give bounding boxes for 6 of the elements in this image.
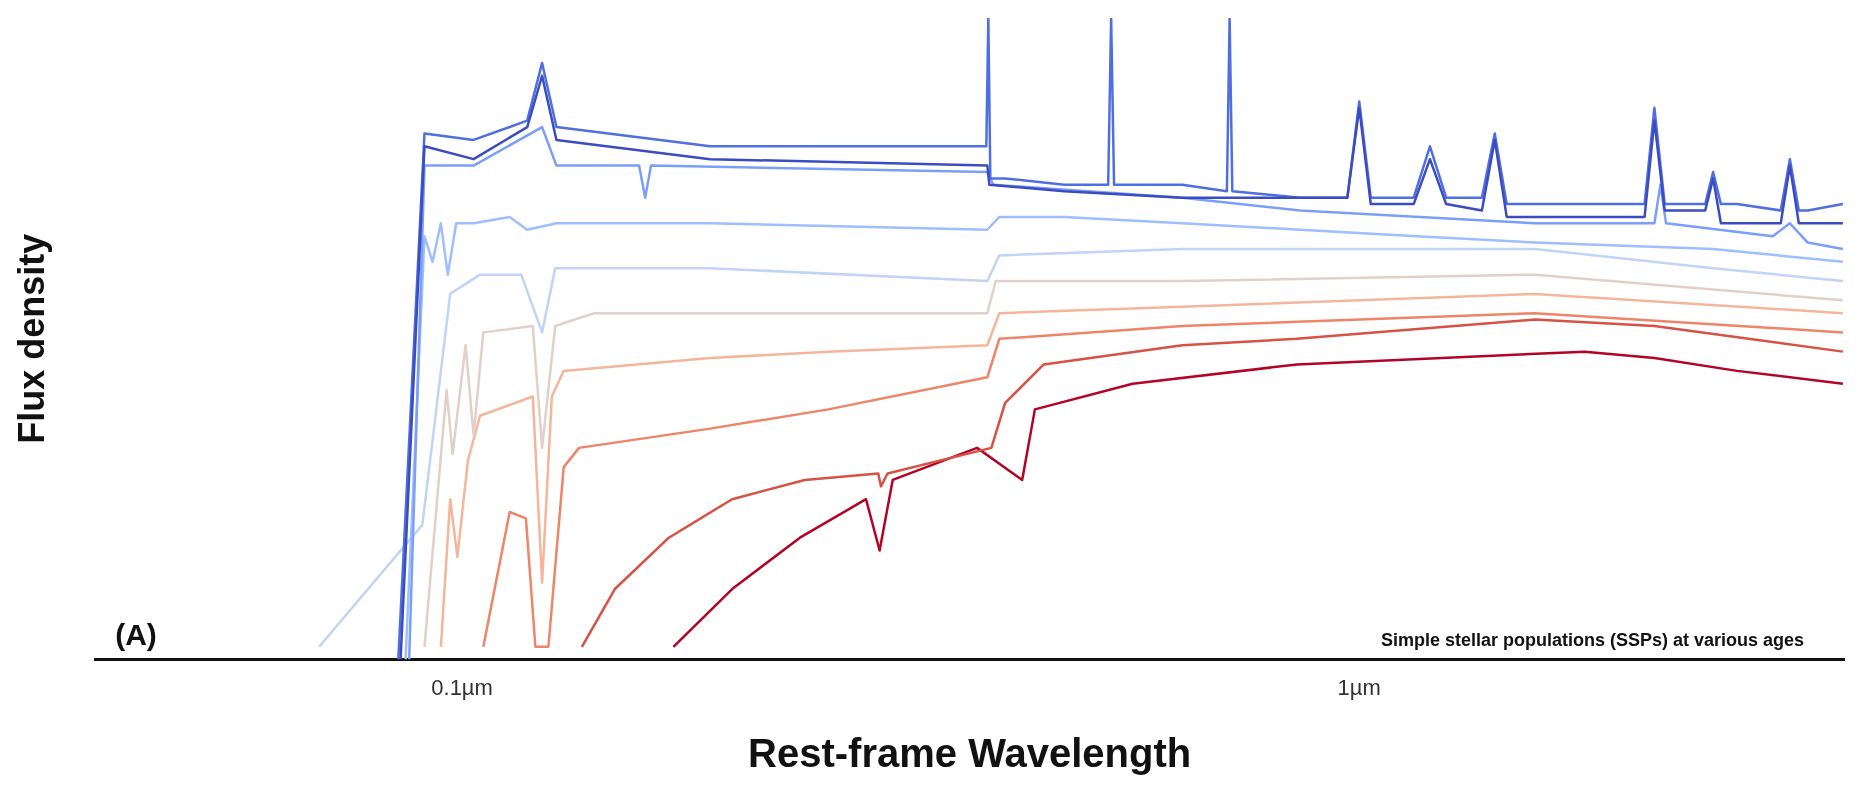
annotation: (A) <box>115 617 157 651</box>
x-axis-title: Rest-frame Wavelength <box>748 731 1192 776</box>
y-axis-title: Flux density <box>10 233 52 444</box>
x-tick-label: 1µm <box>1337 674 1381 700</box>
x-tick-label: 0.1µm <box>431 674 493 700</box>
annotation: Simple stellar populations (SSPs) at various ages <box>1380 629 1804 650</box>
